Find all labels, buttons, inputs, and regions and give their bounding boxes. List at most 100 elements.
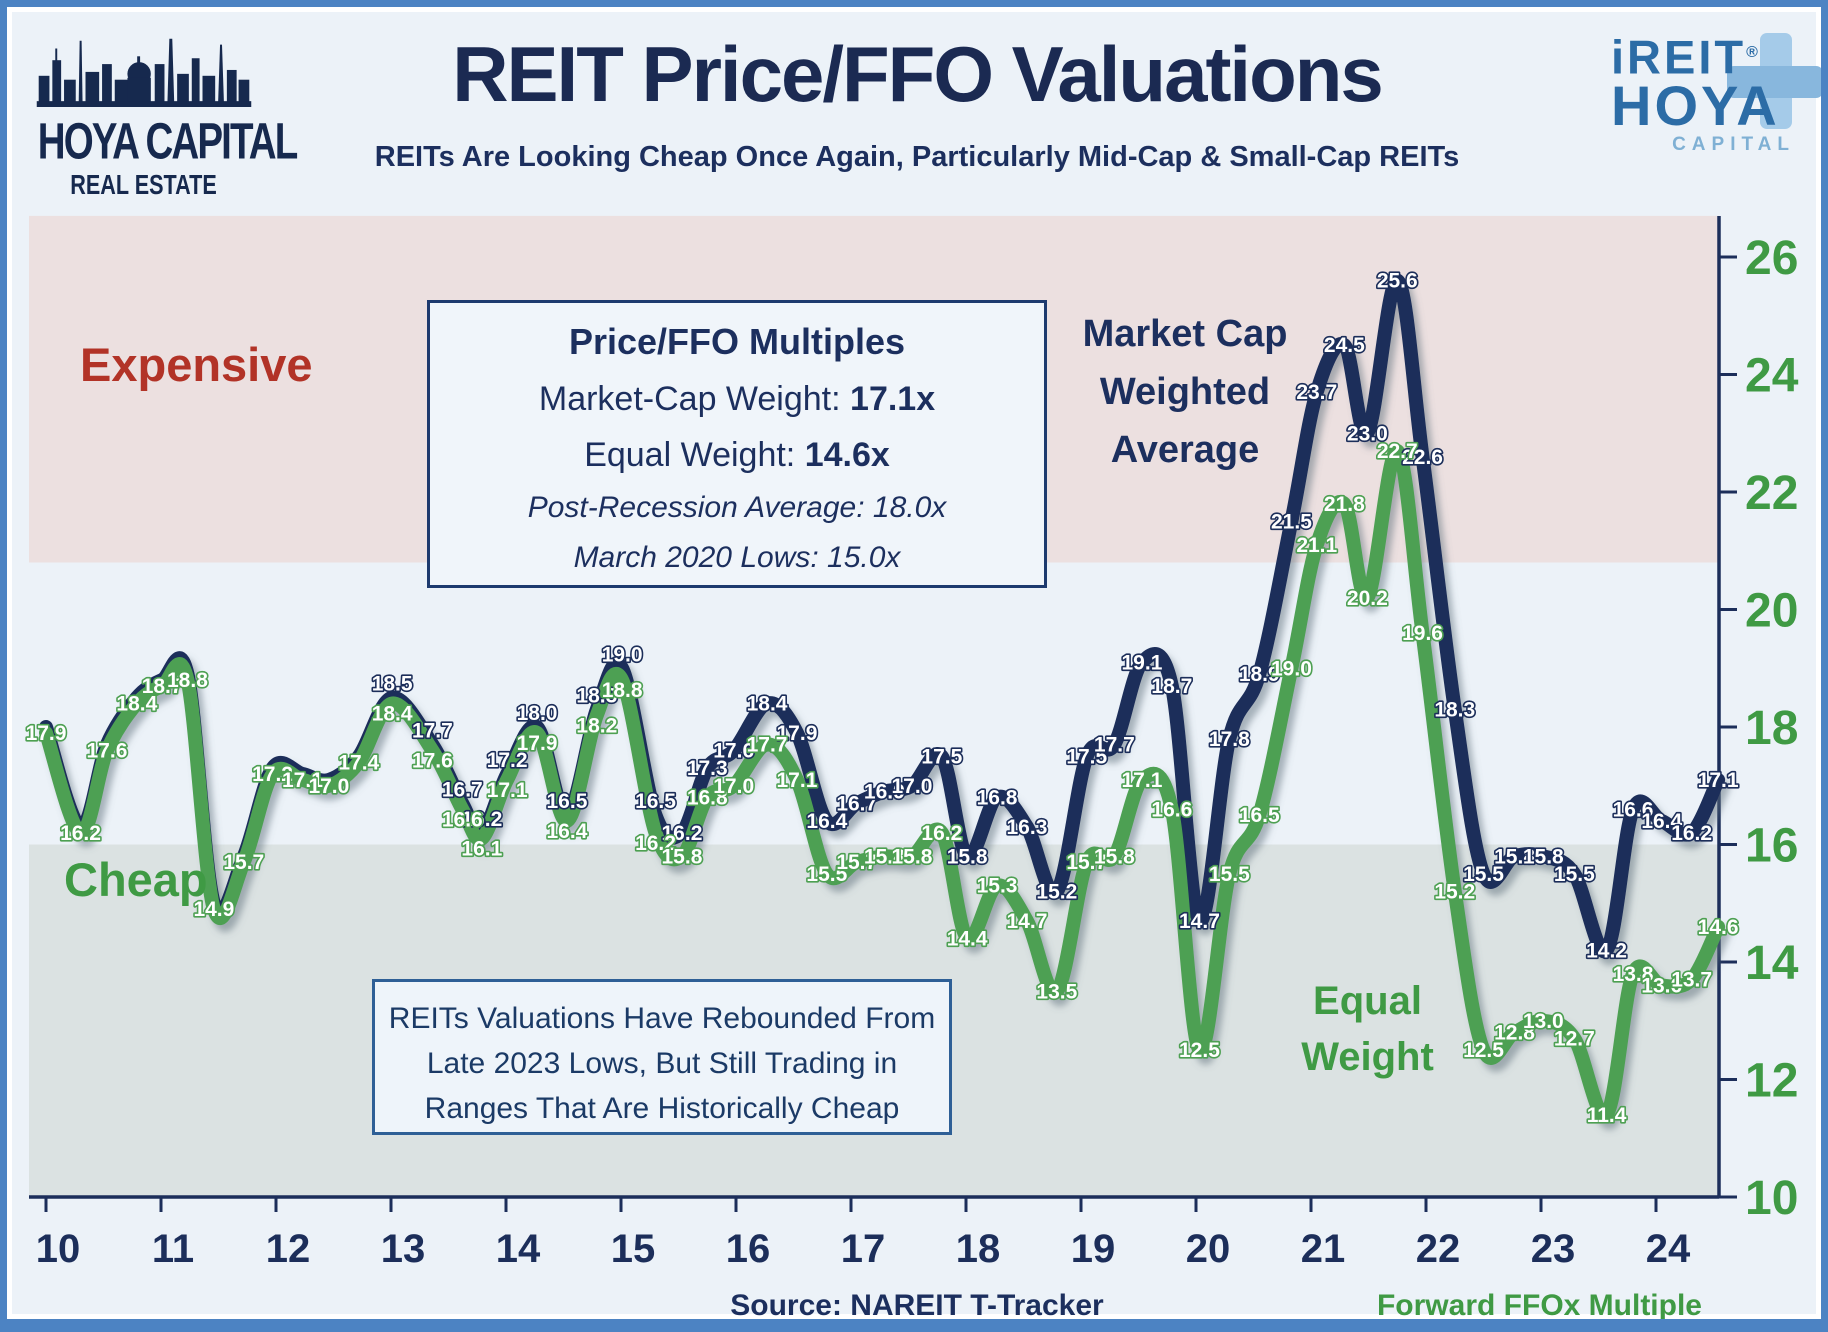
data-label-market-cap: 19.0 <box>602 643 643 666</box>
x-axis-tick-label: 18 <box>956 1227 1001 1271</box>
data-label-equal-weight: 19.6 <box>1402 622 1443 645</box>
data-label-market-cap: 18.9 <box>1239 663 1280 686</box>
data-label-equal-weight: 16.1 <box>461 838 502 861</box>
data-label-equal-weight: 16.2 <box>635 832 676 855</box>
data-label-market-cap: 18.7 <box>1151 675 1192 698</box>
zone-label-cheap: Cheap <box>64 853 208 906</box>
zone-label-expensive: Expensive <box>80 338 313 391</box>
data-label-equal-weight: 16.6 <box>442 808 483 831</box>
data-label-market-cap: 16.7 <box>442 778 483 801</box>
commentary-line: Ranges That Are Historically Cheap <box>424 1092 900 1125</box>
y-axis-tick-label: 24 <box>1745 350 1799 403</box>
data-label-equal-weight: 15.8 <box>662 845 703 868</box>
data-label-market-cap: 16.8 <box>977 787 1018 810</box>
y-axis-tick-label: 26 <box>1745 232 1798 285</box>
data-label-market-cap: 24.5 <box>1324 334 1365 357</box>
plus-cross-icon <box>1727 33 1821 129</box>
data-label-market-cap: 17.8 <box>1209 728 1250 751</box>
city-skyline-icon <box>36 38 251 107</box>
data-label-equal-weight: 15.7 <box>836 851 877 874</box>
market-cap-weight-value: 17.1x <box>850 380 936 418</box>
data-label-equal-weight: 17.9 <box>517 732 558 755</box>
data-label-equal-weight: 14.7 <box>1007 910 1048 933</box>
data-label-equal-weight: 12.5 <box>1463 1039 1504 1062</box>
data-label-equal-weight: 17.9 <box>26 722 67 745</box>
x-axis-tick-label: 14 <box>496 1227 541 1271</box>
x-axis-tick-label: 24 <box>1646 1227 1691 1271</box>
data-label-equal-weight: 17.0 <box>308 775 349 798</box>
market-cap-weight-row: Market-Cap Weight: 17.1x <box>538 380 936 418</box>
data-label-equal-weight: 15.7 <box>223 851 264 874</box>
data-label-equal-weight: 14.6 <box>1698 916 1739 939</box>
data-label-market-cap: 22.6 <box>1402 446 1443 469</box>
march-2020-lows-row: March 2020 Lows: 15.0x <box>573 541 901 574</box>
y-axis-tick-label: 16 <box>1745 820 1798 873</box>
commentary-line: REITs Valuations Have Rebounded From <box>388 1002 936 1035</box>
hoya-capital-logo: HOYA CAPITAL REAL ESTATE <box>31 29 298 201</box>
data-label-equal-weight: 17.1 <box>1122 769 1163 792</box>
data-label-equal-weight: 17.6 <box>412 750 453 773</box>
data-label-equal-weight: 16.8 <box>687 787 728 810</box>
axes: 10 12 14 16 18 20 22 24 26 10 11 12 13 14 15 16 17 18 19 20… <box>29 216 1799 1271</box>
price-ffo-multiples-box: Price/FFO Multiples Market-Cap Weight: 1… <box>427 300 1047 588</box>
x-axis-tick-label: 11 <box>152 1227 194 1271</box>
data-label-equal-weight: 13.8 <box>1613 963 1654 986</box>
data-label-market-cap: 18.4 <box>747 693 788 716</box>
data-label-equal-weight: 16.2 <box>60 822 101 845</box>
equal-weight-row: Equal Weight: 14.6x <box>584 436 890 474</box>
logo-subname: REAL ESTATE <box>70 169 217 201</box>
data-label-equal-weight: 17.4 <box>338 751 379 774</box>
equal-weight-value: 14.6x <box>804 436 890 474</box>
data-label-market-cap: 16.4 <box>1641 810 1682 833</box>
data-label-market-cap: 17.3 <box>687 757 728 780</box>
data-label-market-cap: 15.2 <box>1036 881 1077 904</box>
data-label-equal-weight: 12.5 <box>1179 1039 1220 1062</box>
x-axis-tick-label: 16 <box>726 1227 771 1271</box>
data-label-equal-weight: 15.8 <box>864 845 905 868</box>
data-label-equal-weight: 17.1 <box>282 769 323 792</box>
data-label-equal-weight: 13.7 <box>1671 969 1712 992</box>
data-label-equal-weight: 14.9 <box>193 898 234 921</box>
data-label-equal-weight: 16.5 <box>1239 804 1280 827</box>
data-label-market-cap: 15.5 <box>1463 863 1504 886</box>
source-note: Source: NAREIT T-Tracker <box>730 1289 1104 1322</box>
data-label-equal-weight: 15.5 <box>806 863 847 886</box>
info-box-title: Price/FFO Multiples <box>568 321 906 362</box>
x-axis-tick-label: 22 <box>1416 1227 1461 1271</box>
data-label-market-cap: 16.2 <box>662 822 703 845</box>
data-label-market-cap: 17.5 <box>921 745 962 768</box>
page-subtitle: REITs Are Looking Cheap Once Again, Part… <box>374 141 1460 173</box>
x-axis-tick-label: 20 <box>1186 1227 1231 1271</box>
series-lines <box>39 273 1726 1123</box>
data-label-equal-weight: 17.7 <box>747 734 788 757</box>
data-label-equal-weight: 18.7 <box>142 675 183 698</box>
data-label-market-cap: 25.6 <box>1377 270 1418 293</box>
data-label-equal-weight: 12.8 <box>1494 1022 1535 1045</box>
data-label-equal-weight: 21.8 <box>1324 493 1365 516</box>
y-axis-tick-label: 20 <box>1745 585 1798 638</box>
data-label-equal-weight: 16.6 <box>1151 798 1192 821</box>
data-label-market-cap: 21.5 <box>1271 510 1312 533</box>
data-labels-market-cap: 18.5 17.7 16.7 16.2 17.2 18.0 16.5 18.3 19.0 16.5… <box>370 268 1740 964</box>
data-label-equal-weight: 15.3 <box>977 875 1018 898</box>
data-label-market-cap: 14.7 <box>1179 910 1220 933</box>
x-axis-tick-label: 21 <box>1301 1227 1346 1271</box>
data-label-equal-weight: 17.0 <box>713 775 754 798</box>
data-label-market-cap: 18.3 <box>576 684 617 707</box>
ireit-hoya-logo: iREIT® HOYA CAPITAL <box>1593 31 1821 161</box>
data-label-market-cap: 14.2 <box>1586 939 1627 962</box>
data-label-market-cap: 17.6 <box>713 740 754 763</box>
data-label-equal-weight: 15.2 <box>1434 881 1475 904</box>
data-label-equal-weight: 17.6 <box>87 740 128 763</box>
data-label-equal-weight: 11.4 <box>1587 1104 1627 1127</box>
data-label-equal-weight: 16.4 <box>547 820 588 843</box>
data-label-equal-weight: 18.4 <box>372 703 413 726</box>
data-label-market-cap: 16.3 <box>1007 816 1048 839</box>
data-label-equal-weight: 21.1 <box>1296 534 1337 557</box>
data-label-equal-weight: 18.4 <box>116 693 157 716</box>
x-axis-tick-label: 10 <box>36 1227 81 1271</box>
data-label-equal-weight: 19.0 <box>1271 657 1312 680</box>
data-label-market-cap: 15.8 <box>1494 845 1535 868</box>
data-label-market-cap: 23.0 <box>1347 422 1388 445</box>
